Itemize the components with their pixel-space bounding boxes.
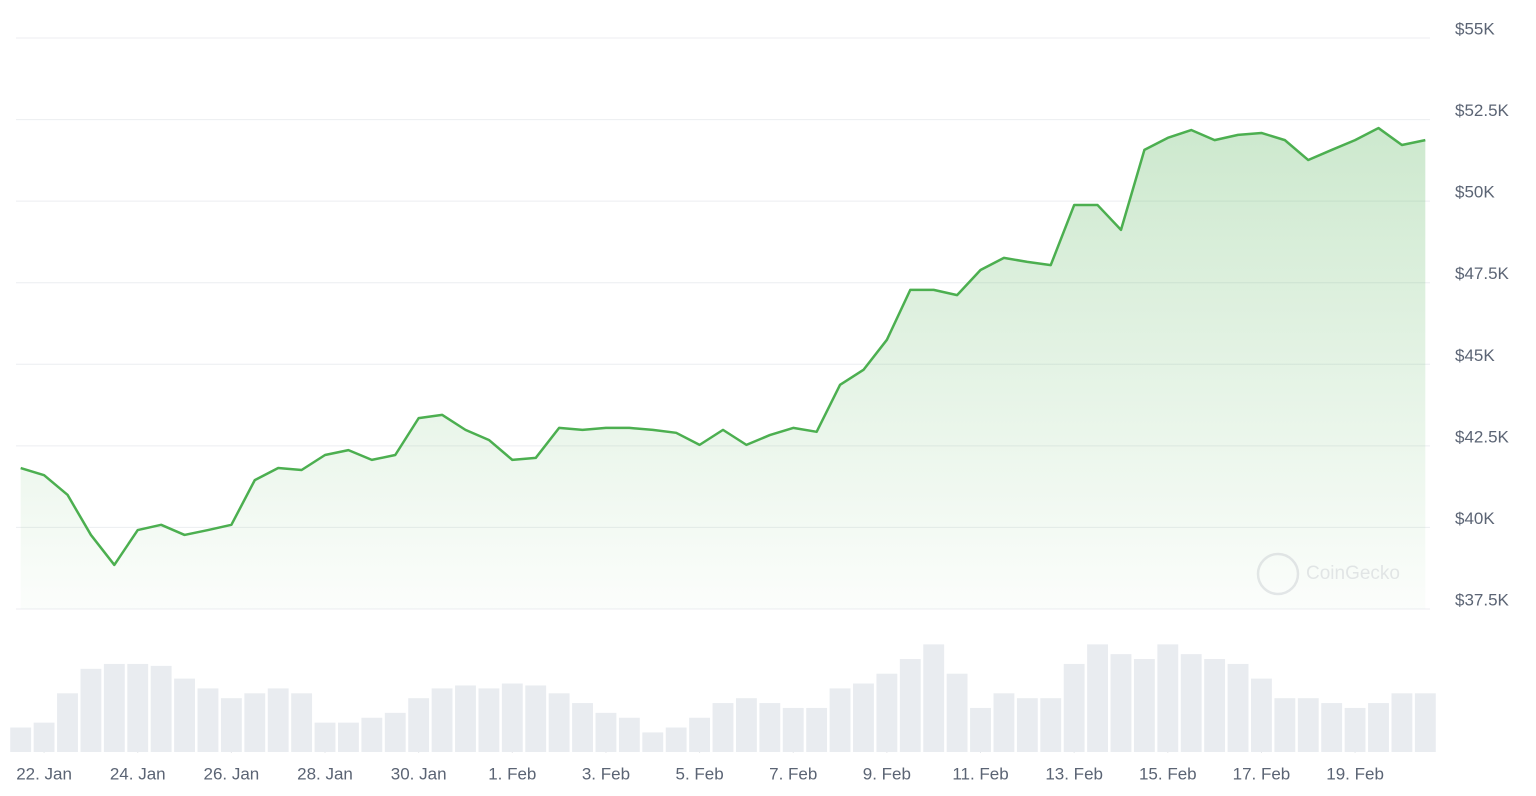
volume-bar <box>244 693 266 752</box>
volume-bar <box>1040 698 1062 752</box>
volume-bar <box>408 698 430 752</box>
volume-bar <box>1180 654 1202 752</box>
x-tick-label: 3. Feb <box>582 764 630 783</box>
volume-bar <box>1414 693 1436 752</box>
volume-bar <box>80 668 102 752</box>
volume-bar <box>1368 703 1389 752</box>
volume-bar <box>829 688 851 752</box>
volume-bar <box>595 712 617 752</box>
volume-bar <box>384 712 406 752</box>
volume-bar <box>876 673 898 752</box>
volume-bar <box>1063 663 1085 752</box>
volume-bar <box>1204 659 1226 752</box>
y-tick-label: $50K <box>1455 183 1495 202</box>
volume-bar <box>525 685 547 752</box>
volume-bar <box>1391 693 1413 752</box>
volume-bar <box>337 722 359 752</box>
volume-bar <box>103 663 125 752</box>
y-tick-label: $37.5K <box>1455 590 1510 609</box>
volume-bar <box>455 685 476 752</box>
x-tick-label: 1. Feb <box>488 764 536 783</box>
volume-bar <box>993 693 1015 752</box>
volume-bar <box>735 698 757 752</box>
volume-bar <box>197 688 219 752</box>
volume-bar <box>314 722 336 752</box>
volume-bar <box>572 703 593 752</box>
volume-bar <box>923 644 945 752</box>
x-tick-label: 7. Feb <box>769 764 817 783</box>
x-tick-label: 28. Jan <box>297 764 353 783</box>
volume-bar <box>478 688 500 752</box>
volume-bar <box>1274 698 1296 752</box>
price-line <box>20 126 1426 567</box>
x-tick-label: 30. Jan <box>391 764 447 783</box>
volume-bar <box>1321 703 1343 752</box>
y-tick-label: $40K <box>1455 509 1495 528</box>
x-tick-label: 26. Jan <box>203 764 259 783</box>
volume-bar <box>853 683 874 752</box>
volume-bar <box>501 683 523 752</box>
volume-bar <box>806 707 828 752</box>
volume-bar <box>712 703 734 752</box>
volume-bar <box>1227 663 1249 752</box>
volume-bar <box>665 727 687 752</box>
x-tick-label: 5. Feb <box>675 764 723 783</box>
watermark-text: CoinGecko <box>1306 563 1400 584</box>
volume-bar <box>220 698 242 752</box>
volume-bar <box>642 732 664 752</box>
volume-bar <box>548 693 570 752</box>
volume-bar <box>1087 644 1109 752</box>
y-tick-label: $45K <box>1455 346 1495 365</box>
volume-bar <box>970 707 991 752</box>
volume-bar <box>1344 707 1366 752</box>
x-tick-label: 19. Feb <box>1326 764 1384 783</box>
volume-bar <box>1251 678 1272 752</box>
x-tick-label: 22. Jan <box>16 764 72 783</box>
x-tick-label: 17. Feb <box>1233 764 1291 783</box>
volume-bar <box>10 727 32 752</box>
volume-bar <box>33 722 55 752</box>
volume-bar <box>946 673 968 752</box>
x-tick-label: 13. Feb <box>1045 764 1103 783</box>
volume-bar <box>431 688 453 752</box>
volume-bar <box>361 717 383 752</box>
volume-bar <box>618 717 640 752</box>
volume-bar <box>1016 698 1038 752</box>
volume-bar <box>127 663 149 752</box>
y-tick-label: $42.5K <box>1455 427 1510 446</box>
volume-bar <box>57 693 78 752</box>
y-tick-label: $52.5K <box>1455 101 1510 120</box>
price-area <box>20 128 1426 609</box>
volume-bar <box>899 659 921 752</box>
x-tick-label: 11. Feb <box>952 764 1008 783</box>
y-tick-label: $47.5K <box>1455 264 1510 283</box>
volume-bar <box>174 678 195 752</box>
x-tick-label: 15. Feb <box>1139 764 1197 783</box>
volume-bar <box>759 703 781 752</box>
volume-bar <box>1297 698 1319 752</box>
volume-bar <box>291 693 313 752</box>
watermark: CoinGecko <box>1256 552 1400 596</box>
x-tick-label: 24. Jan <box>110 764 166 783</box>
volume-bar <box>150 665 172 752</box>
volume-bar <box>1110 654 1132 752</box>
volume-bar <box>689 717 711 752</box>
x-tick-label: 9. Feb <box>863 764 911 783</box>
volume-bar <box>782 707 804 752</box>
volume-bar <box>267 688 289 752</box>
volume-bar <box>1157 644 1179 752</box>
volume-bar <box>1133 659 1155 752</box>
y-tick-label: $55K <box>1455 19 1495 38</box>
